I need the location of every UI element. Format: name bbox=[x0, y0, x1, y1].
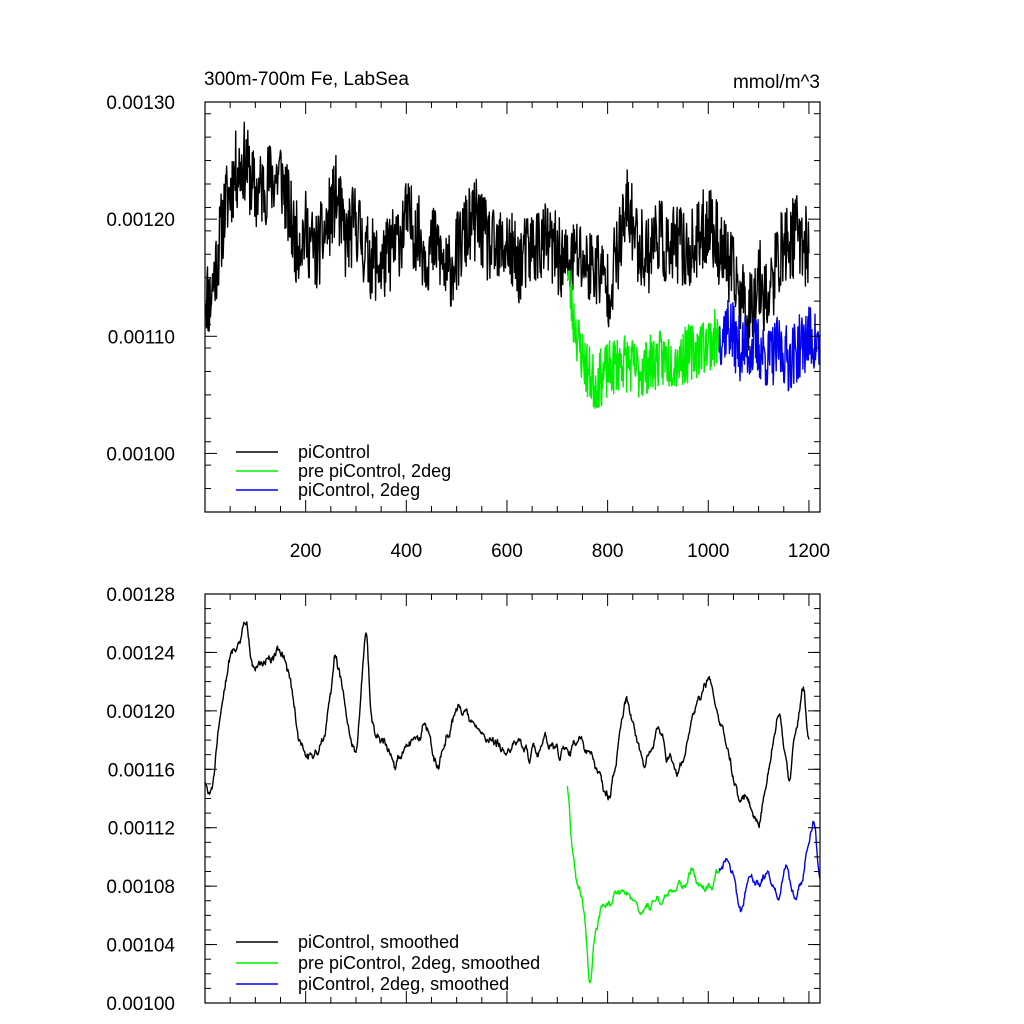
bottom-series-group bbox=[204, 621, 821, 984]
x-tick-label: 600 bbox=[491, 541, 523, 562]
top-legend: piControl pre piControl, 2deg piControl,… bbox=[236, 442, 451, 500]
x-tick-label: 1200 bbox=[788, 541, 830, 562]
x-tick-label: 400 bbox=[390, 541, 422, 562]
top-series-group bbox=[204, 121, 821, 409]
chart-title: 300m-700m Fe, LabSea bbox=[204, 69, 409, 90]
x-tick-label: 800 bbox=[592, 541, 624, 562]
top-panel: 300m-700m Fe, LabSea mmol/m^3 0.001000.0… bbox=[106, 69, 830, 562]
x-tick-label: 1000 bbox=[687, 541, 729, 562]
series-line bbox=[204, 621, 810, 829]
y-tick-label: 0.00110 bbox=[108, 327, 175, 348]
y-tick-label: 0.00104 bbox=[106, 936, 175, 957]
y-tick-label: 0.00100 bbox=[106, 994, 175, 1015]
x-tick-label: 200 bbox=[290, 541, 322, 562]
units-label: mmol/m^3 bbox=[733, 72, 820, 93]
y-tick-label: 0.00116 bbox=[108, 760, 175, 781]
y-tick-label: 0.00130 bbox=[106, 93, 175, 114]
series-line bbox=[718, 300, 821, 392]
bottom-panel: 0.00100 0.00104 0.00108 0.00112 0.00116 0.001… bbox=[106, 585, 821, 1015]
y-tick-label: 0.00128 bbox=[106, 585, 175, 606]
plot-frame bbox=[204, 101, 821, 513]
legend-label: piControl, 2deg, smoothed bbox=[298, 974, 509, 994]
series-line bbox=[718, 820, 821, 913]
series-line bbox=[566, 785, 720, 984]
y-tick-label: 0.00120 bbox=[106, 210, 175, 231]
legend-label: piControl, 2deg bbox=[298, 480, 420, 500]
bottom-legend: piControl, smoothed pre piControl, 2deg,… bbox=[236, 932, 540, 994]
series-line bbox=[204, 121, 810, 351]
y-tick-label: 0.00100 bbox=[106, 444, 175, 465]
legend-label: piControl bbox=[298, 442, 370, 462]
bottom-axes: 0.00100 0.00104 0.00108 0.00112 0.00116 0.001… bbox=[106, 585, 821, 1015]
legend-label: piControl, smoothed bbox=[298, 932, 459, 952]
legend-label: pre piControl, 2deg bbox=[298, 461, 451, 481]
legend-label: pre piControl, 2deg, smoothed bbox=[298, 953, 540, 973]
y-tick-label: 0.00112 bbox=[108, 819, 175, 840]
y-tick-label: 0.00108 bbox=[106, 877, 175, 898]
series-line bbox=[566, 270, 720, 409]
top-axes: 0.00100 0.00110 0.00120 0.00130 200 400 600 800… bbox=[106, 93, 830, 562]
y-tick-label: 0.00124 bbox=[106, 643, 175, 664]
y-tick-label: 0.00120 bbox=[106, 702, 175, 723]
